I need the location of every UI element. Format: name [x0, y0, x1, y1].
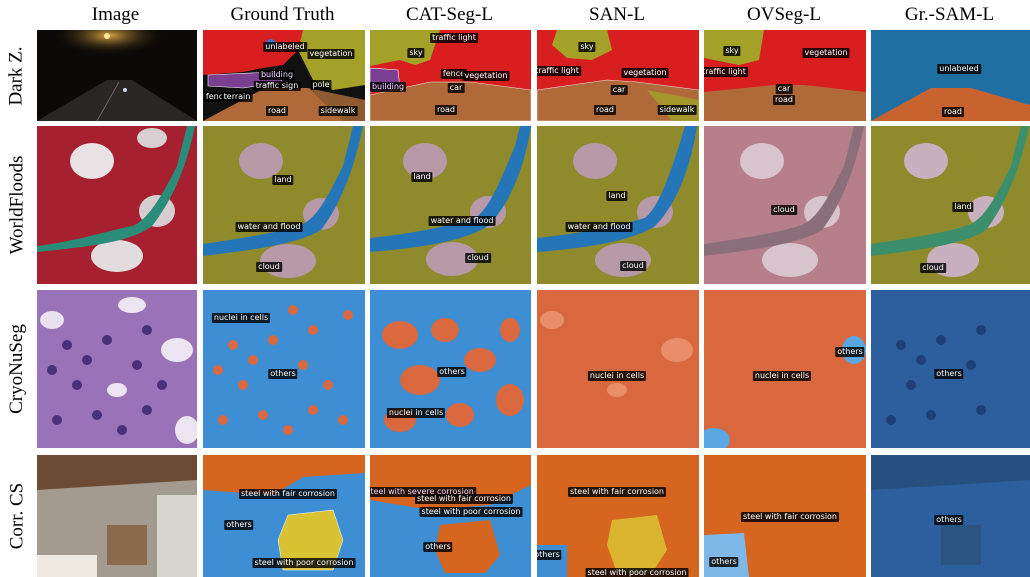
darkz-ovseg-label-car: car [775, 84, 793, 94]
darkz-san-label-sidewalk: sidewalk [657, 105, 697, 115]
darkz-ovseg-label-road: road [773, 95, 795, 105]
darkz-ovseg-label-vegetation: vegetation [802, 48, 850, 58]
worldfloods-san-label-land: land [606, 191, 628, 201]
worldfloods-image [37, 126, 197, 284]
cryonuseg-catseg-label-others: others [437, 367, 467, 377]
cryonuseg-ovseg-label-others: others [835, 347, 865, 357]
darkz-grsam: unlabeled road [871, 30, 1030, 121]
worldfloods-san-label-cloud: cloud [620, 261, 646, 271]
darkz-san: sky traffic light vegetation car road si… [537, 30, 699, 121]
column-header-ovseg: OVSeg-L [747, 4, 821, 25]
cryonuseg-gt-label-others: others [268, 369, 298, 379]
column-header-grsam: Gr.-SAM-L [904, 4, 995, 25]
darkz-catseg: traffic light sky fence vegetation car b… [370, 30, 531, 121]
worldfloods-catseg-label-water: water and flood [428, 216, 496, 226]
darkz-catseg-label-traffic-light: traffic light [430, 33, 478, 43]
darkz-gt-label-terrain: terrain [221, 92, 253, 102]
darkz-catseg-label-sky: sky [407, 48, 425, 58]
cryonuseg-ovseg: others nuclei in cells [704, 290, 866, 448]
corrcs-ovseg-label-others: others [709, 557, 739, 567]
worldfloods-gt-label-land: land [272, 175, 294, 185]
worldfloods-ground-truth: land water and flood cloud [203, 126, 365, 284]
row-header-corrcs: Corr. CS [6, 482, 27, 550]
worldfloods-grsam-label-cloud: cloud [920, 263, 946, 273]
darkz-ovseg-label-sky: sky [723, 46, 741, 56]
cryonuseg-grsam: others [871, 290, 1030, 448]
cryonuseg-grsam-label-others: others [934, 369, 964, 379]
corrcs-gt-label-poor: steel with poor corrosion [252, 558, 356, 568]
cryonuseg-san: nuclei in cells [537, 290, 699, 448]
darkz-gt-label-building: building [258, 70, 296, 80]
cryonuseg-san-label-nuclei: nuclei in cells [587, 371, 647, 381]
worldfloods-gt-label-water: water and flood [235, 222, 303, 232]
worldfloods-grsam-label-land: land [952, 202, 974, 212]
darkz-san-label-vegetation: vegetation [621, 68, 669, 78]
darkz-san-label-sky: sky [578, 42, 596, 52]
column-header-image: Image [91, 4, 140, 25]
darkz-ovseg-label-traffic-light: traffic light [704, 67, 748, 77]
corrcs-ovseg-label-fair: steel with fair corrosion [740, 512, 840, 522]
worldfloods-grsam: land cloud [871, 126, 1030, 284]
cryonuseg-ovseg-label-nuclei: nuclei in cells [752, 371, 812, 381]
corrcs-catseg-label-severe: steel with severe corrosion [370, 487, 476, 497]
darkz-gt-label-pole: pole [310, 80, 332, 90]
darkz-catseg-label-car: car [447, 83, 465, 93]
cryonuseg-gt-label-nuclei: nuclei in cells [211, 313, 271, 323]
worldfloods-catseg: land water and flood cloud [370, 126, 531, 284]
row-header-darkz: Dark Z. [6, 45, 27, 106]
corrcs-catseg: steel with severe corrosion steel with f… [370, 455, 531, 577]
corrcs-ground-truth: steel with fair corrosion others steel w… [203, 455, 365, 577]
corrcs-san: steel with fair corrosion others steel w… [537, 455, 699, 577]
darkz-gt-label-traffic-sign: traffic sign [253, 81, 301, 91]
darkz-grsam-label-unlabeled: unlabeled [937, 64, 981, 74]
corrcs-san-label-fair: steel with fair corrosion [567, 487, 667, 497]
darkz-image [37, 30, 197, 121]
worldfloods-san-label-water: water and flood [565, 222, 633, 232]
corrcs-ovseg: steel with fair corrosion others [704, 455, 866, 577]
corrcs-san-label-poor: steel with poor corrosion [585, 568, 689, 577]
darkz-gt-label-road: road [266, 106, 288, 116]
darkz-catseg-label-building: building [370, 82, 407, 92]
darkz-gt-label-fence: fence [203, 92, 231, 102]
cryonuseg-image [37, 290, 197, 448]
darkz-gt-label-sidewalk: sidewalk [318, 106, 358, 116]
corrcs-grsam-label-others: others [934, 515, 964, 525]
corrcs-catseg-label-poor: steel with poor corrosion [419, 507, 523, 517]
corrcs-catseg-label-fair: steel with fair corrosion [414, 494, 514, 504]
darkz-ground-truth: unlabeled vegetation building traffic si… [203, 30, 365, 121]
corrcs-image [37, 455, 197, 577]
worldfloods-catseg-label-land: land [411, 172, 433, 182]
darkz-grsam-label-road: road [942, 107, 964, 117]
worldfloods-ovseg-label-cloud: cloud [771, 205, 797, 215]
darkz-catseg-label-road: road [435, 105, 457, 115]
row-header-worldfloods: WorldFloods [6, 155, 28, 255]
darkz-gt-label-unlabeled: unlabeled [263, 42, 307, 52]
darkz-san-label-traffic-light: traffic light [537, 66, 581, 76]
corrcs-gt-label-others: others [224, 520, 254, 530]
row-header-cryonuseg: CryoNuSeg [6, 324, 28, 414]
worldfloods-ovseg: cloud [704, 126, 866, 284]
cryonuseg-ground-truth: nuclei in cells others [203, 290, 365, 448]
darkz-ovseg: sky vegetation traffic light car road [704, 30, 866, 121]
darkz-catseg-label-fence: fence [440, 69, 468, 79]
corrcs-catseg-label-others: others [423, 542, 453, 552]
darkz-gt-label-vegetation: vegetation [307, 49, 355, 59]
cryonuseg-catseg-label-nuclei: nuclei in cells [386, 408, 446, 418]
column-header-san: SAN-L [589, 4, 645, 25]
darkz-san-label-car: car [610, 85, 628, 95]
corrcs-san-label-others: others [537, 550, 562, 560]
worldfloods-san: land water and flood cloud [537, 126, 699, 284]
darkz-catseg-label-vegetation: vegetation [462, 71, 510, 81]
darkz-san-label-road: road [594, 105, 616, 115]
corrcs-grsam: others [871, 455, 1030, 577]
column-header-ground-truth: Ground Truth [230, 4, 335, 25]
column-header-catseg: CAT-Seg-L [406, 4, 493, 25]
corrcs-gt-label-fair: steel with fair corrosion [238, 489, 338, 499]
cryonuseg-catseg: others nuclei in cells [370, 290, 531, 448]
worldfloods-gt-label-cloud: cloud [256, 262, 282, 272]
worldfloods-catseg-label-cloud: cloud [465, 253, 491, 263]
